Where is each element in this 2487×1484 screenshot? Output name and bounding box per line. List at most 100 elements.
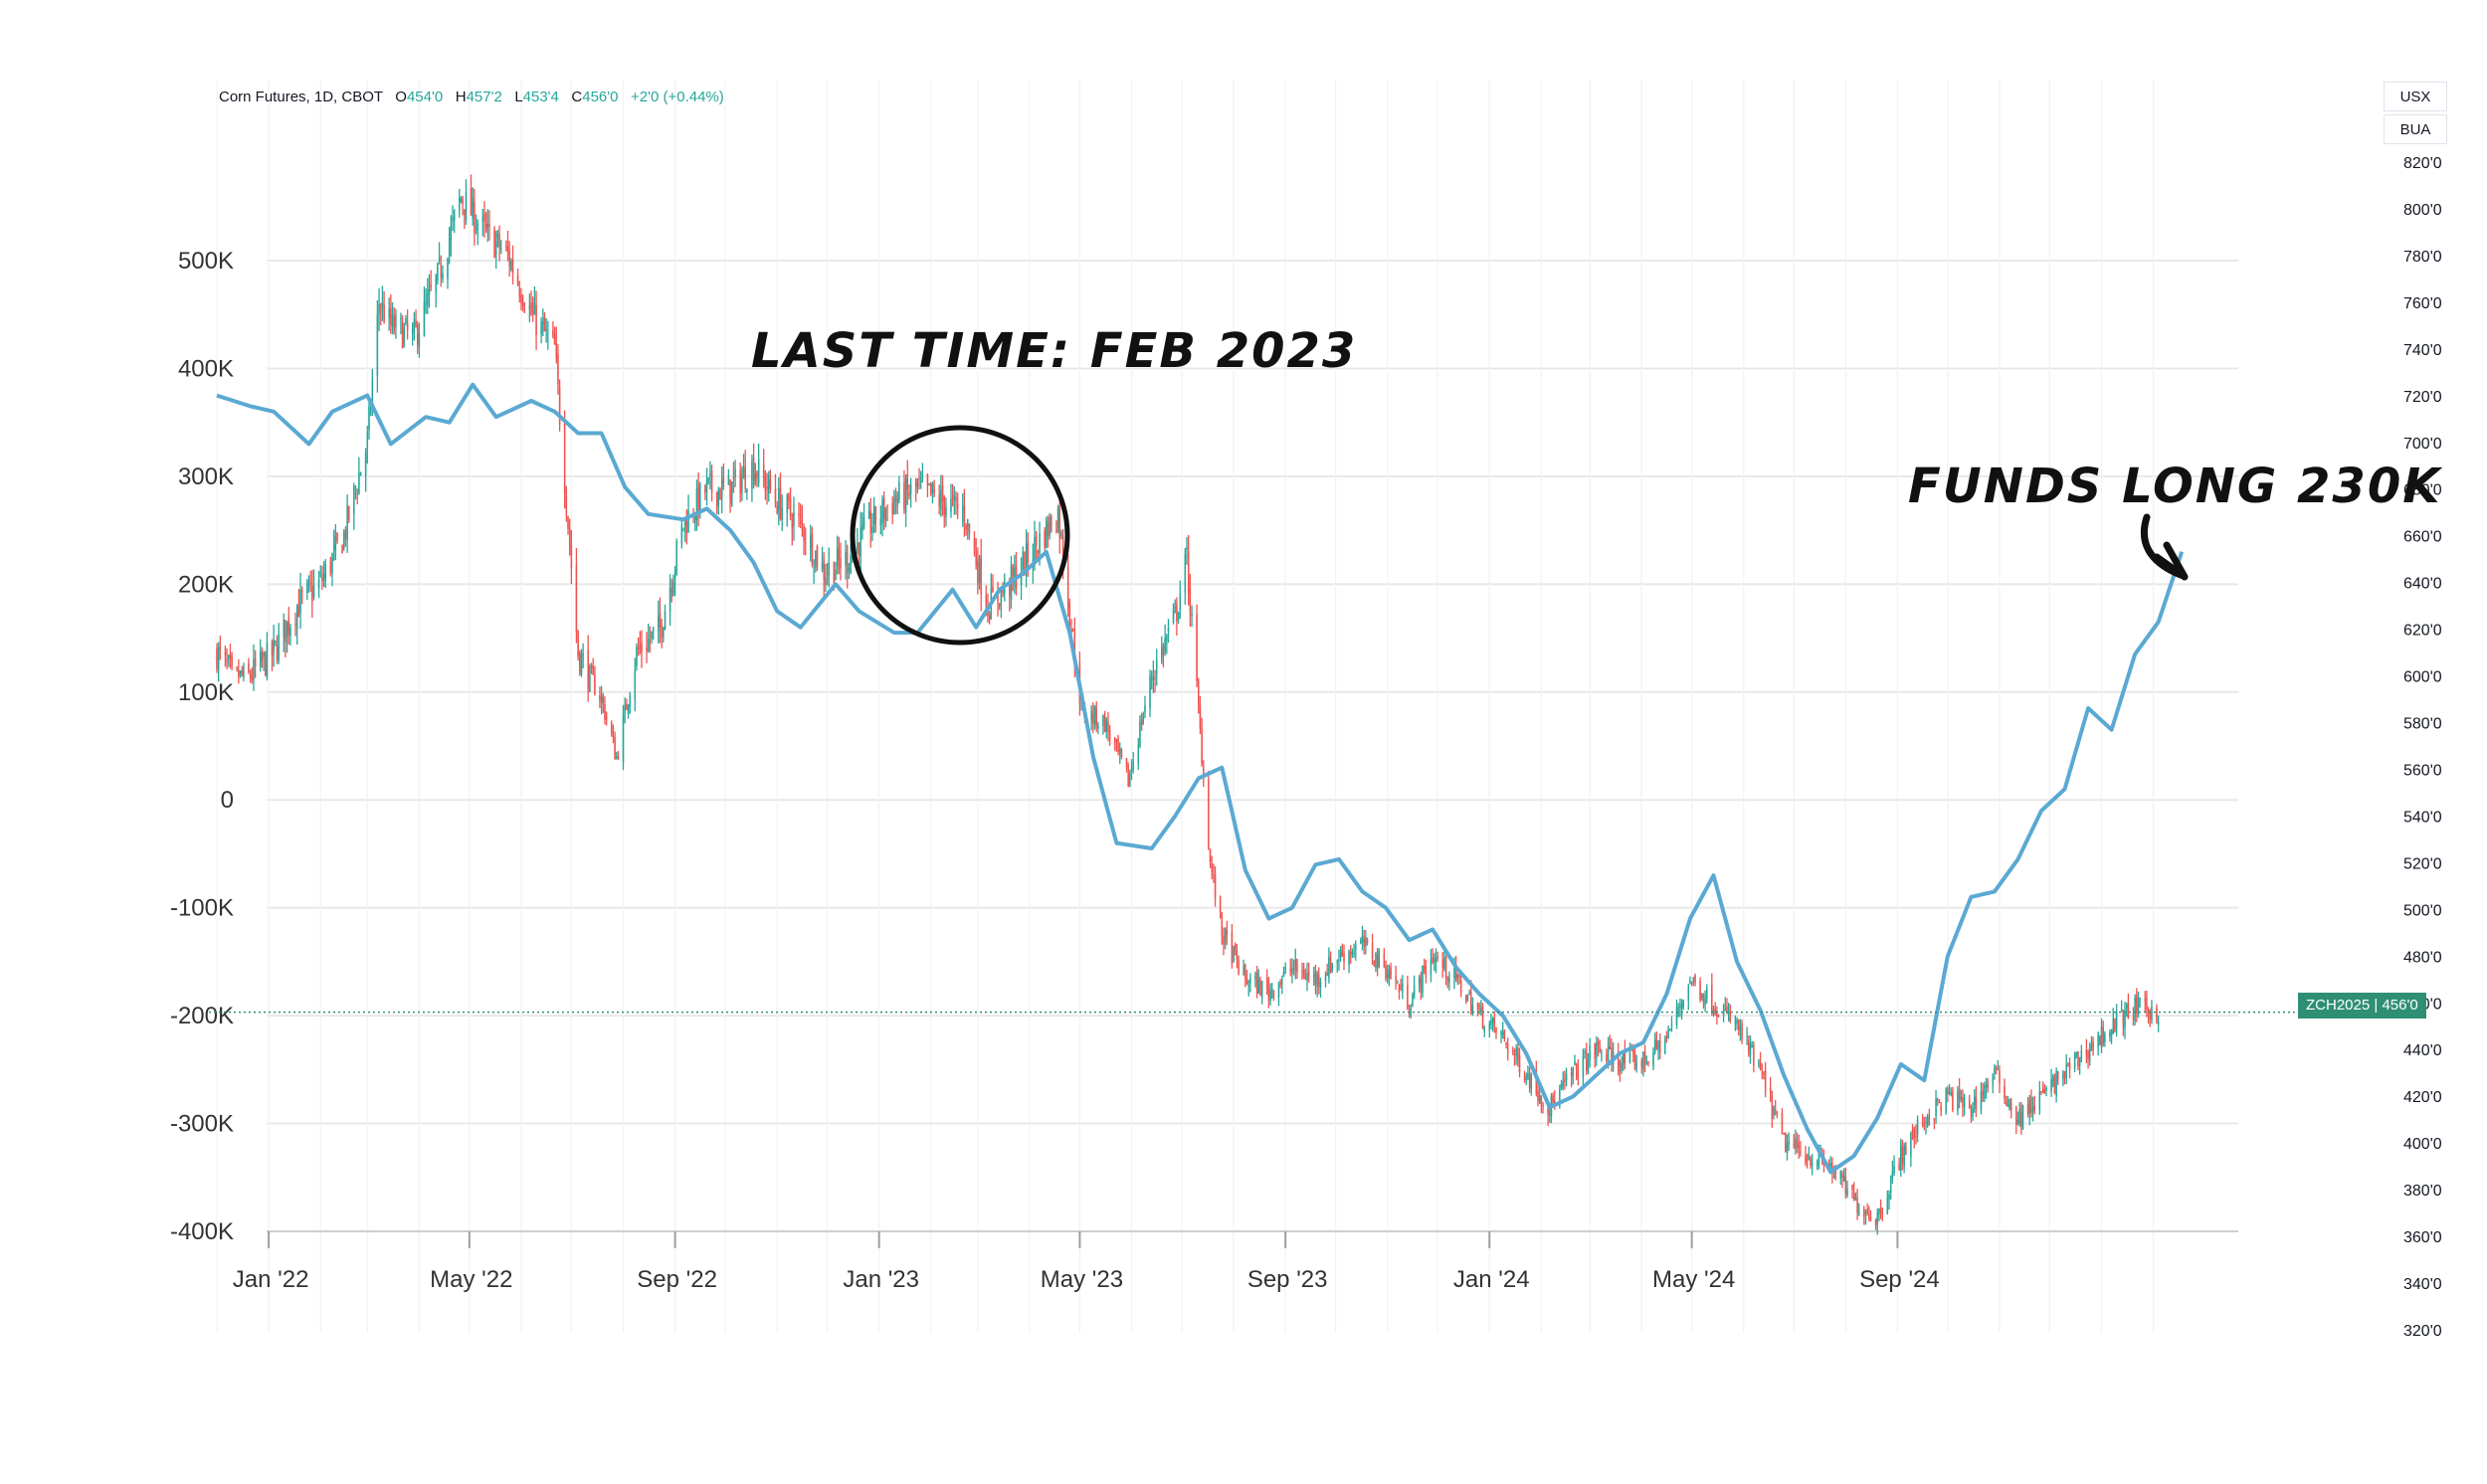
candle-body — [914, 478, 917, 488]
candle-body — [1851, 1185, 1853, 1191]
candle-body — [1564, 1079, 1566, 1082]
candle-body — [1716, 1013, 1718, 1017]
candle-body — [518, 288, 521, 296]
candle-body — [2028, 1100, 2030, 1115]
candle-body — [393, 316, 395, 331]
candle-body — [1184, 554, 1187, 593]
candle-body — [943, 496, 945, 515]
candle-body — [452, 217, 454, 221]
candle-body — [1187, 551, 1190, 594]
candle-body — [727, 474, 730, 485]
candle-body — [1829, 1163, 1831, 1167]
candle-body — [1132, 761, 1134, 770]
candle-body — [2127, 1003, 2130, 1020]
candle-body — [1786, 1143, 1789, 1154]
candle-body — [2115, 1012, 2118, 1029]
candle-body — [1574, 1061, 1576, 1065]
right-tick-label: 420'0 — [2403, 1089, 2442, 1106]
candle-body — [1665, 1036, 1668, 1039]
candle-body — [918, 478, 920, 480]
candle-body — [1211, 863, 1213, 873]
candle-body — [1921, 1122, 1924, 1125]
candle-body — [1312, 974, 1315, 978]
candle-body — [861, 524, 863, 531]
candle-body — [1164, 638, 1166, 652]
candle-body — [881, 499, 883, 523]
candle-body — [705, 478, 708, 492]
candle-body — [1375, 952, 1377, 969]
candle-body — [1596, 1043, 1598, 1055]
candle-body — [1854, 1197, 1857, 1201]
candle-body — [953, 494, 956, 501]
unit-bua-button[interactable]: BUA — [2384, 114, 2447, 144]
candle-body — [2088, 1045, 2091, 1062]
candle-body — [1841, 1173, 1843, 1179]
candle-body — [1413, 985, 1416, 998]
candle-body — [341, 545, 343, 554]
candle-body — [1366, 939, 1369, 943]
candle-body — [1852, 1193, 1855, 1200]
candle-body — [874, 506, 877, 525]
candle-body — [767, 475, 770, 493]
candle-body — [1453, 967, 1455, 979]
candle-body — [699, 483, 701, 512]
unit-usx-button[interactable]: USX — [2384, 82, 2447, 111]
candle-body — [418, 332, 421, 348]
candle-body — [1443, 958, 1445, 969]
legend-change: +2'0 (+0.44%) — [631, 89, 724, 105]
candle-body — [940, 489, 942, 509]
right-tick-label: 680'0 — [2403, 482, 2442, 499]
candle-body — [950, 498, 952, 512]
candle-body — [1282, 971, 1285, 977]
candle-body — [2132, 1017, 2135, 1020]
x-tick-label: Jan '23 — [843, 1266, 919, 1293]
candle-body — [1933, 1118, 1936, 1120]
candle-body — [804, 542, 807, 544]
candle-body — [1800, 1151, 1802, 1153]
candle-body — [217, 647, 220, 669]
candle-body — [2045, 1087, 2047, 1091]
right-tick-label: 340'0 — [2403, 1276, 2442, 1293]
candle-body — [1329, 957, 1332, 973]
candle-body — [1425, 966, 1428, 978]
candle-body — [474, 201, 476, 234]
candle-body — [930, 482, 932, 494]
candle-body — [263, 652, 265, 657]
candle-body — [1622, 1052, 1625, 1065]
candle-body — [2092, 1041, 2094, 1051]
candle-body — [1058, 505, 1060, 539]
legend-open-label: O — [395, 89, 407, 105]
candle-body — [1788, 1141, 1790, 1145]
candle-body — [961, 508, 964, 511]
candle-body — [2051, 1076, 2054, 1082]
candle-body — [1575, 1064, 1578, 1069]
x-tick-label: Sep '22 — [637, 1266, 717, 1293]
candle-body — [1093, 706, 1096, 725]
candle-body — [2031, 1106, 2034, 1113]
candle-body — [1418, 977, 1421, 985]
candle-body — [1060, 532, 1062, 536]
candle-body — [273, 640, 275, 652]
candle-body — [1265, 977, 1268, 988]
candle-body — [862, 517, 865, 528]
candle-body — [1336, 961, 1339, 963]
candle-body — [348, 506, 350, 520]
candle-body — [1607, 1046, 1610, 1061]
candle-body — [838, 548, 841, 561]
candle-body — [2139, 998, 2141, 1000]
candle-body — [1795, 1138, 1797, 1149]
candle-body — [1886, 1197, 1889, 1214]
candle-body — [1490, 1020, 1492, 1025]
candle-body — [1025, 543, 1028, 572]
candle-body — [1407, 985, 1409, 1010]
right-tick-label: 800'0 — [2403, 202, 2442, 219]
left-tick-label: 100K — [178, 679, 234, 706]
candle-body — [622, 715, 625, 763]
candle-body — [1314, 973, 1317, 985]
candle-body — [1587, 1059, 1590, 1072]
candle-body — [2124, 1011, 2126, 1028]
candle-body — [1975, 1096, 1978, 1109]
candle-body — [786, 495, 788, 513]
candle-body — [545, 328, 547, 331]
